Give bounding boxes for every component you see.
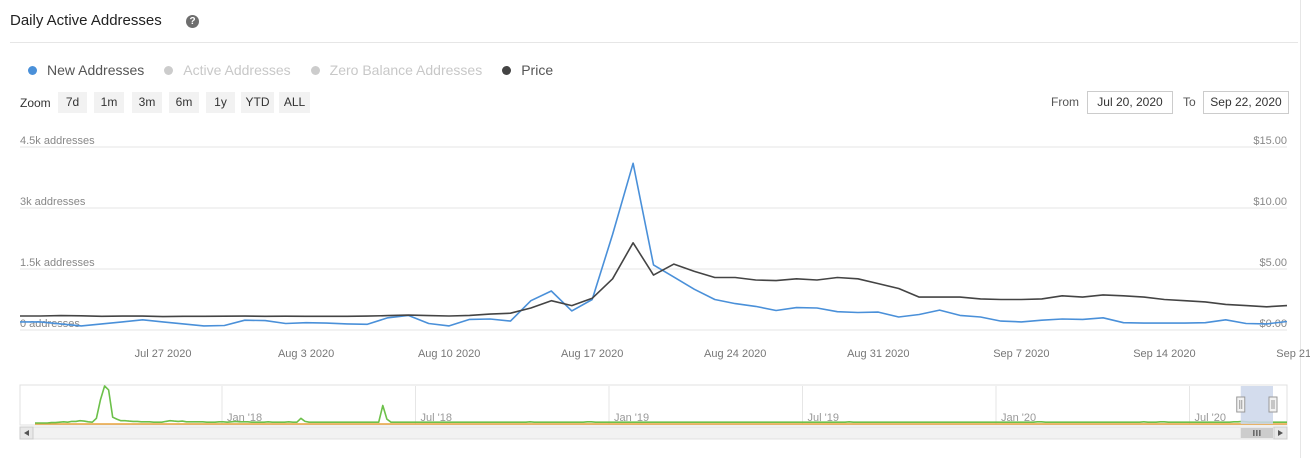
y-tick-label-right: $5.00 xyxy=(1259,257,1287,269)
chart-series xyxy=(20,162,1288,327)
zoom-button-ytd[interactable]: YTD xyxy=(241,92,274,113)
zoom-button-all[interactable]: ALL xyxy=(279,92,310,113)
scroll-right-arrow-icon xyxy=(1278,430,1283,436)
scrollbar-grip-icon xyxy=(1253,430,1261,436)
series-line-new-addresses xyxy=(20,162,1288,327)
range-from-input[interactable]: Jul 20, 2020 xyxy=(1087,91,1173,114)
legend-label: New Addresses xyxy=(47,62,145,78)
legend-dot-icon xyxy=(502,65,512,75)
range-from-label: From xyxy=(1051,95,1079,109)
navigator-frame xyxy=(19,384,1288,426)
legend-label: Zero Balance Addresses xyxy=(329,62,483,78)
zoom-button-1m[interactable]: 1m xyxy=(94,92,124,113)
legend-label: Active Addresses xyxy=(183,62,291,78)
zoom-button-7d[interactable]: 7d xyxy=(58,92,87,113)
title-divider xyxy=(10,42,1298,43)
navigator-label: Jan '19 xyxy=(614,412,649,424)
page-title: Daily Active Addresses xyxy=(10,12,162,29)
navigator-handle-left[interactable] xyxy=(1236,396,1246,413)
zoom-label: Zoom xyxy=(20,96,51,110)
navigator-label: Jan '20 xyxy=(1001,412,1036,424)
navigator-handle-right[interactable] xyxy=(1268,396,1278,413)
chart-gridlines xyxy=(20,146,1287,331)
legend-item-price[interactable]: Price xyxy=(502,62,553,78)
y-tick-label-left: 4.5k addresses xyxy=(20,135,95,147)
legend-item-active-addresses[interactable]: Active Addresses xyxy=(164,62,291,78)
y-tick-label-right: $0.00 xyxy=(1259,318,1287,330)
scrollbar-track[interactable] xyxy=(19,426,1288,440)
navigator-selection[interactable] xyxy=(1240,386,1273,424)
x-axis: Jul 27 2020 Aug 3 2020 Aug 10 2020 Aug 17 2… xyxy=(135,348,1310,360)
handle-body xyxy=(1268,396,1278,413)
y-tick-label-right: $10.00 xyxy=(1253,196,1287,208)
navigator-label: Jul '18 xyxy=(421,412,452,424)
x-tick-label: Aug 3 2020 xyxy=(278,348,334,360)
y-axis-right: $0.00 $5.00 $10.00 $15.00 xyxy=(1253,135,1287,330)
x-tick-label: Sep 21 2020 xyxy=(1276,348,1310,360)
x-tick-label: Sep 14 2020 xyxy=(1133,348,1195,360)
navigator-scrollbar[interactable] xyxy=(19,426,1288,440)
zoom-button-3m[interactable]: 3m xyxy=(132,92,162,113)
y-tick-label-left: 0 addresses xyxy=(20,318,80,330)
help-icon[interactable]: ? xyxy=(186,15,199,28)
legend-dot-icon xyxy=(164,65,174,75)
range-to-input[interactable]: Sep 22, 2020 xyxy=(1203,91,1289,114)
x-tick-label: Sep 7 2020 xyxy=(993,348,1049,360)
series-line-price xyxy=(20,242,1288,318)
y-tick-label-right: $15.00 xyxy=(1253,135,1287,147)
legend-item-new-addresses[interactable]: New Addresses xyxy=(28,62,144,78)
navigator-gridlines xyxy=(221,386,1190,424)
x-tick-label: Jul 27 2020 xyxy=(135,348,192,360)
scroll-left-arrow-icon xyxy=(24,430,29,436)
range-to-label: To xyxy=(1183,95,1196,109)
legend-item-zero-balance-addresses[interactable]: Zero Balance Addresses xyxy=(310,62,483,78)
legend-label: Price xyxy=(521,62,554,78)
x-tick-label: Aug 24 2020 xyxy=(704,348,766,360)
navigator-series xyxy=(35,385,1287,425)
x-tick-label: Aug 31 2020 xyxy=(847,348,909,360)
y-axis-left: 0 addresses 1.5k addresses 3k addresses 4.5… xyxy=(20,135,95,330)
navigator-series-line xyxy=(35,385,1287,424)
navigator-labels: Jan '18 Jul '18 Jan '19 Jul '19 Jan '20 Jul '… xyxy=(227,412,1226,424)
y-tick-label-left: 3k addresses xyxy=(20,196,86,208)
navigator-label: Jul '19 xyxy=(808,412,839,424)
handle-body xyxy=(1236,396,1246,413)
zoom-button-1y[interactable]: 1y xyxy=(206,92,235,113)
y-tick-label-left: 1.5k addresses xyxy=(20,257,95,269)
legend-dot-icon xyxy=(310,65,320,75)
x-tick-label: Aug 10 2020 xyxy=(418,348,480,360)
zoom-button-6m[interactable]: 6m xyxy=(169,92,199,113)
navigator[interactable]: Jan '18 Jul '18 Jan '19 Jul '19 Jan '20 Jul '… xyxy=(19,384,1288,426)
chart-legend: New Addresses Active Addresses Zero Bala… xyxy=(28,61,573,79)
x-tick-label: Aug 17 2020 xyxy=(561,348,623,360)
legend-dot-icon xyxy=(28,65,37,75)
navigator-label: Jul '20 xyxy=(1195,412,1226,424)
